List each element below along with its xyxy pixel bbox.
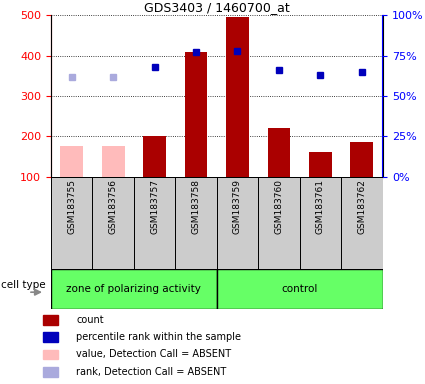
Text: GSM183755: GSM183755 xyxy=(67,179,76,234)
Text: value, Detection Call = ABSENT: value, Detection Call = ABSENT xyxy=(76,349,232,359)
Text: GSM183762: GSM183762 xyxy=(357,179,366,234)
Bar xyxy=(309,152,332,177)
Bar xyxy=(258,177,300,269)
Bar xyxy=(102,146,125,177)
Bar xyxy=(42,315,58,324)
Bar xyxy=(175,177,217,269)
Text: count: count xyxy=(76,315,104,325)
Bar xyxy=(267,128,290,177)
Bar xyxy=(42,367,58,377)
Text: GSM183759: GSM183759 xyxy=(233,179,242,234)
Text: GSM183758: GSM183758 xyxy=(192,179,201,234)
Bar xyxy=(51,177,92,269)
Text: rank, Detection Call = ABSENT: rank, Detection Call = ABSENT xyxy=(76,367,227,377)
Title: GDS3403 / 1460700_at: GDS3403 / 1460700_at xyxy=(144,1,289,14)
Text: cell type: cell type xyxy=(1,280,45,290)
Bar xyxy=(300,177,341,269)
Bar xyxy=(350,142,373,177)
Bar xyxy=(184,52,207,177)
Text: percentile rank within the sample: percentile rank within the sample xyxy=(76,332,241,342)
Text: GSM183756: GSM183756 xyxy=(109,179,118,234)
Text: control: control xyxy=(281,284,318,294)
Bar xyxy=(341,177,382,269)
Text: GSM183757: GSM183757 xyxy=(150,179,159,234)
Bar xyxy=(60,146,83,177)
Bar xyxy=(92,177,134,269)
Bar xyxy=(134,177,175,269)
Bar xyxy=(217,177,258,269)
Bar xyxy=(143,136,166,177)
Bar xyxy=(42,333,58,342)
Text: GSM183760: GSM183760 xyxy=(275,179,283,234)
Text: zone of polarizing activity: zone of polarizing activity xyxy=(66,284,201,294)
Text: GSM183761: GSM183761 xyxy=(316,179,325,234)
Bar xyxy=(42,350,58,359)
Bar xyxy=(51,269,217,309)
Bar xyxy=(226,17,249,177)
Bar xyxy=(217,269,382,309)
